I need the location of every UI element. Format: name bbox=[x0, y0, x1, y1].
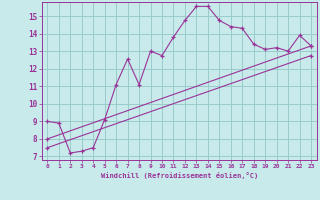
X-axis label: Windchill (Refroidissement éolien,°C): Windchill (Refroidissement éolien,°C) bbox=[100, 172, 258, 179]
